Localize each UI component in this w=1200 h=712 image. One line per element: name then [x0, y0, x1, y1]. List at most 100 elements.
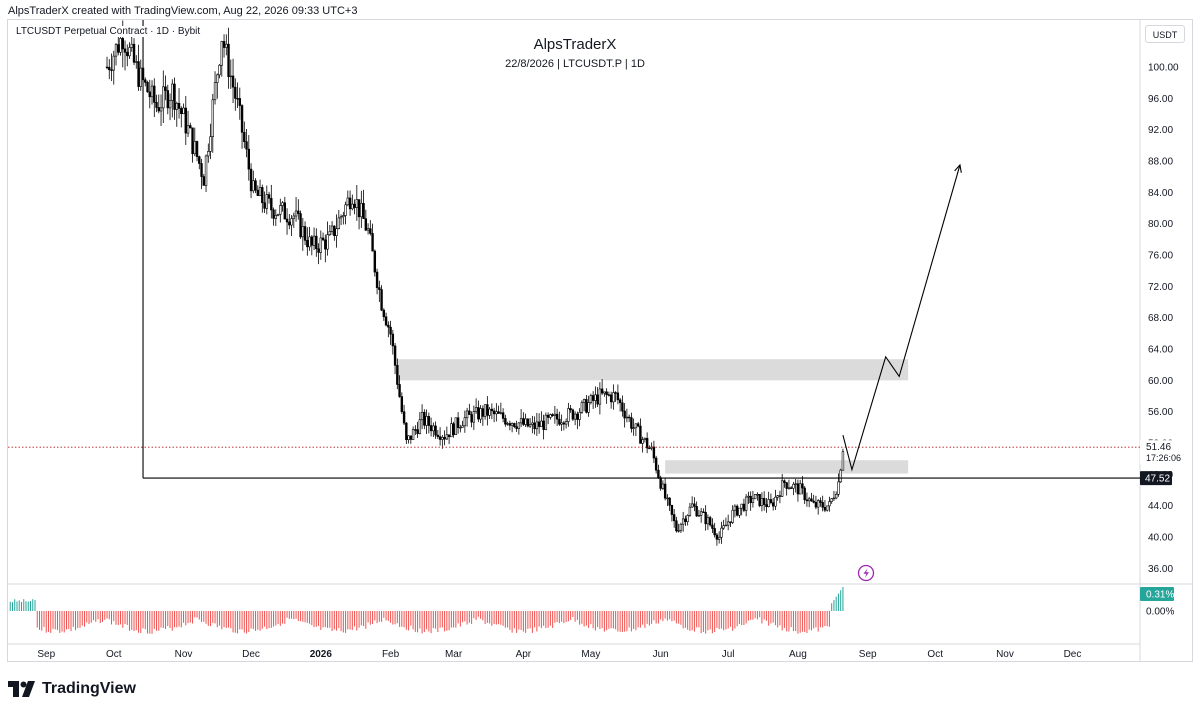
candle-body	[551, 414, 554, 416]
oscillator-bar	[187, 611, 189, 624]
oscillator-bar	[14, 599, 16, 611]
oscillator-bar	[673, 611, 675, 621]
oscillator-bar	[331, 611, 333, 631]
candle-body	[132, 43, 136, 63]
candle-body	[135, 61, 138, 63]
projection-path	[842, 164, 961, 472]
oscillator-bar	[297, 611, 299, 621]
candle-body	[749, 495, 752, 504]
candle-body	[576, 413, 579, 420]
candle-body	[533, 422, 536, 430]
candle-body	[384, 316, 388, 326]
candle-body	[184, 107, 187, 134]
oscillator-bar	[707, 611, 709, 631]
candle-body	[279, 205, 282, 215]
oscillator-bar	[43, 611, 45, 627]
candle-body	[753, 494, 757, 500]
candle-body	[600, 388, 604, 394]
oscillator-bar	[216, 611, 218, 628]
x-tick-label: Dec	[242, 649, 260, 660]
candle-body	[553, 413, 557, 416]
candle-body	[159, 107, 163, 112]
candle-body	[562, 422, 566, 425]
candle-body	[146, 82, 149, 93]
candle-body	[744, 496, 748, 511]
y-tick-label: 56.00	[1148, 407, 1173, 418]
oscillator-bar	[48, 611, 50, 632]
candle-body	[807, 498, 811, 502]
candle-body	[425, 416, 428, 426]
oscillator-bar	[475, 611, 477, 620]
oscillator	[9, 587, 844, 634]
oscillator-bar	[468, 611, 470, 623]
candle-body	[207, 151, 210, 157]
candle-body	[301, 226, 305, 238]
currency-button[interactable]: USDT	[1145, 25, 1185, 43]
candle-body	[483, 404, 487, 417]
candle-body	[418, 419, 422, 434]
oscillator-bar	[342, 611, 344, 633]
oscillator-bar	[439, 611, 441, 628]
candle-body	[796, 483, 800, 495]
x-tick-label: 2026	[310, 649, 333, 660]
candle-body	[515, 426, 518, 429]
oscillator-bar	[808, 611, 810, 630]
axes: 100.00 96.00 92.00 88.00 84.00 80.00 76.00 72.0…	[37, 63, 1188, 660]
candle-body	[474, 407, 478, 412]
oscillator-bar	[770, 611, 772, 624]
candle-body	[490, 408, 494, 412]
candle-body	[571, 409, 575, 420]
candle-body	[823, 507, 827, 511]
oscillator-bar	[817, 611, 819, 632]
candle-body	[794, 483, 797, 485]
oscillator-bar	[277, 611, 279, 625]
oscillator-bar	[338, 611, 340, 629]
candle-body	[182, 107, 185, 115]
candle-body	[375, 271, 379, 288]
oscillator-bar	[34, 600, 36, 611]
oscillator-bar	[50, 611, 52, 633]
candle-body	[711, 524, 714, 529]
y-tick-label: 80.00	[1148, 219, 1173, 230]
oscillator-bar	[536, 611, 538, 632]
candle-body	[198, 156, 201, 164]
candle-body	[337, 217, 341, 229]
candle-body	[164, 86, 167, 91]
countdown-label: 17:26:06	[1146, 453, 1181, 463]
candle-body	[510, 423, 514, 426]
candle-body	[148, 91, 151, 98]
oscillator-bar	[394, 611, 396, 625]
oscillator-bar	[183, 611, 185, 623]
oscillator-bar	[340, 611, 342, 632]
oscillator-bar	[84, 611, 86, 627]
oscillator-bar	[302, 611, 304, 622]
candle-body	[580, 402, 584, 413]
candle-body	[335, 228, 338, 236]
candle-body	[312, 235, 316, 246]
candle-body	[315, 235, 318, 250]
candle-body	[738, 507, 741, 516]
supply-demand-zone	[665, 460, 909, 474]
candle-body	[643, 437, 647, 440]
candle-body	[173, 83, 176, 110]
candle-body	[630, 417, 633, 429]
oscillator-bar	[583, 611, 585, 627]
candle-body	[760, 498, 764, 507]
candle-body	[128, 47, 131, 57]
candle-body	[407, 435, 410, 440]
oscillator-bar	[567, 611, 569, 622]
candle-body	[544, 414, 548, 430]
indicator-alert-icon[interactable]	[857, 564, 875, 582]
oscillator-bar	[779, 611, 781, 626]
oscillator-bar	[79, 611, 81, 628]
candle-body	[522, 418, 525, 425]
x-tick-label: May	[581, 649, 600, 660]
oscillator-bar	[246, 611, 248, 634]
candle-body	[479, 408, 482, 420]
oscillator-bar	[315, 611, 317, 627]
oscillator-bar	[93, 611, 95, 621]
candle-body	[414, 429, 417, 431]
oscillator-bar	[498, 611, 500, 625]
oscillator-bar	[81, 611, 83, 626]
